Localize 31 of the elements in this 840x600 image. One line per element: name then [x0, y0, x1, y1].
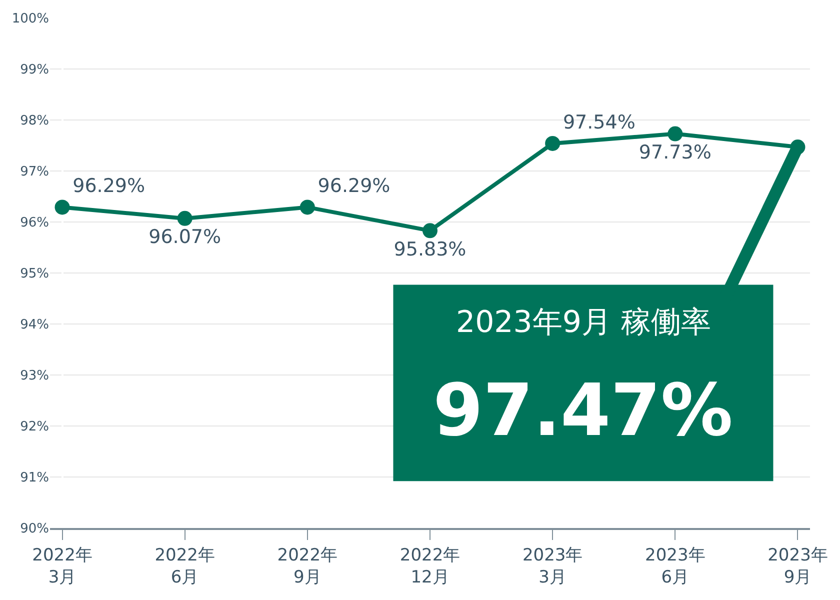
annotation: 2023年9月 稼働率 97.47%: [433, 305, 733, 452]
y-tick-label: 98%: [20, 114, 49, 129]
x-tick-label: 2022年 9月: [277, 545, 338, 588]
y-tick-label: 94%: [20, 318, 49, 333]
data-label: 96.07%: [148, 226, 222, 248]
y-tick-label: 99%: [20, 62, 49, 78]
y-tick-label: 92%: [20, 420, 49, 435]
point: [422, 223, 438, 238]
point: [54, 200, 70, 215]
y-tick-label: 91%: [20, 470, 49, 486]
point: [300, 200, 315, 215]
x-tick-label: 2022年 6月: [154, 545, 215, 588]
x-tick-label: 2023年 9月: [768, 545, 828, 588]
data-label: 96.29%: [72, 175, 146, 198]
point: [668, 126, 683, 142]
x-tick-label: 2022年 3月: [32, 545, 92, 588]
x-tick-label: 2023年 6月: [645, 545, 706, 588]
x-tick-label: 2022年 12月: [400, 545, 460, 588]
y-tick-label: 100%: [12, 12, 49, 27]
x-tick-label: 2023年 3月: [522, 545, 583, 588]
point: [545, 136, 560, 151]
y-tick-label: 90%: [20, 522, 49, 537]
y-tick-label: 96%: [20, 216, 49, 231]
data-label: 95.83%: [394, 238, 466, 260]
data-label: 97.73%: [638, 141, 712, 164]
data-label: 96.29%: [318, 175, 390, 198]
y-tick-label: 97%: [20, 164, 49, 180]
y-tick-label: 95%: [20, 266, 49, 282]
data-label: 97.54%: [562, 111, 636, 134]
point: [177, 210, 192, 226]
y-tick-label: 93%: [20, 368, 49, 384]
